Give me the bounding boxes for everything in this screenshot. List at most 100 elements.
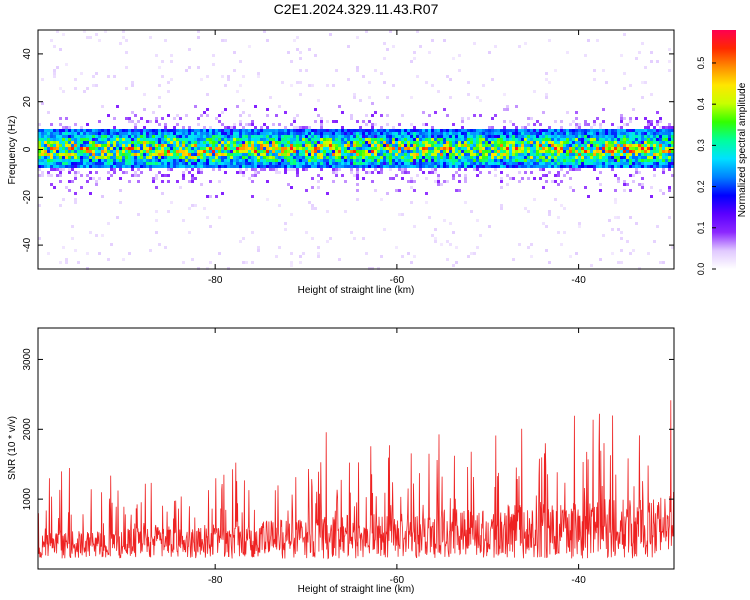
- heat-cell: [230, 162, 233, 165]
- heat-cell: [623, 123, 626, 126]
- heat-cell: [245, 138, 248, 141]
- heat-cell: [332, 141, 335, 144]
- heat-cell: [188, 231, 191, 234]
- heat-cell: [383, 153, 386, 156]
- heat-cell: [380, 255, 383, 258]
- heat-cell: [164, 162, 167, 165]
- heat-cell: [380, 132, 383, 135]
- heat-cell: [92, 129, 95, 132]
- heat-cell: [287, 138, 290, 141]
- heat-cell: [566, 156, 569, 159]
- heat-cell: [38, 123, 41, 126]
- heat-cell: [293, 150, 296, 153]
- heat-cell: [449, 165, 452, 168]
- heat-cell: [281, 159, 284, 162]
- heat-cell: [404, 144, 407, 147]
- heat-cell: [548, 150, 551, 153]
- heat-cell: [557, 171, 560, 174]
- heat-cell: [509, 147, 512, 150]
- heat-cell: [248, 177, 251, 180]
- heat-cell: [197, 159, 200, 162]
- heat-cell: [431, 165, 434, 168]
- heat-cell: [476, 156, 479, 159]
- heat-cell: [461, 132, 464, 135]
- heat-cell: [470, 150, 473, 153]
- heat-cell: [383, 81, 386, 84]
- heat-cell: [326, 159, 329, 162]
- heat-cell: [221, 75, 224, 78]
- heat-cell: [476, 135, 479, 138]
- heat-cell: [212, 132, 215, 135]
- heat-cell: [386, 165, 389, 168]
- heat-cell: [410, 150, 413, 153]
- heat-cell: [41, 147, 44, 150]
- heat-cell: [428, 165, 431, 168]
- heat-cell: [131, 162, 134, 165]
- heat-cell: [89, 150, 92, 153]
- heat-cell: [377, 159, 380, 162]
- heat-cell: [299, 69, 302, 72]
- heat-cell: [542, 129, 545, 132]
- heat-cell: [164, 150, 167, 153]
- heat-cell: [386, 192, 389, 195]
- heat-cell: [41, 144, 44, 147]
- heat-cell: [524, 171, 527, 174]
- heat-cell: [431, 132, 434, 135]
- heat-cell: [560, 156, 563, 159]
- heat-cell: [605, 147, 608, 150]
- heat-cell: [350, 117, 353, 120]
- heat-cell: [437, 129, 440, 132]
- heat-cell: [464, 156, 467, 159]
- heat-cell: [524, 207, 527, 210]
- heat-cell: [542, 156, 545, 159]
- heat-cell: [107, 150, 110, 153]
- heat-cell: [155, 120, 158, 123]
- heat-cell: [296, 150, 299, 153]
- heat-cell: [44, 141, 47, 144]
- heat-cell: [443, 219, 446, 222]
- heat-cell: [197, 30, 200, 33]
- heat-cell: [449, 159, 452, 162]
- heat-cell: [341, 129, 344, 132]
- heat-cell: [89, 36, 92, 39]
- heat-cell: [566, 147, 569, 150]
- heat-cell: [383, 159, 386, 162]
- heat-cell: [56, 147, 59, 150]
- heat-cell: [59, 165, 62, 168]
- heat-cell: [107, 135, 110, 138]
- heat-cell: [296, 141, 299, 144]
- heat-cell: [431, 129, 434, 132]
- heat-cell: [107, 129, 110, 132]
- heat-cell: [95, 156, 98, 159]
- heat-cell: [545, 132, 548, 135]
- heat-cell: [242, 141, 245, 144]
- heat-cell: [239, 156, 242, 159]
- heat-cell: [158, 147, 161, 150]
- heat-cell: [302, 135, 305, 138]
- heat-cell: [530, 162, 533, 165]
- heat-cell: [506, 108, 509, 111]
- heat-cell: [494, 144, 497, 147]
- heat-cell: [620, 141, 623, 144]
- heat-cell: [80, 159, 83, 162]
- heat-cell: [650, 156, 653, 159]
- heat-cell: [398, 156, 401, 159]
- heat-cell: [629, 144, 632, 147]
- heat-cell: [548, 165, 551, 168]
- heat-cell: [221, 159, 224, 162]
- heat-cell: [374, 168, 377, 171]
- heat-cell: [302, 144, 305, 147]
- heat-cell: [329, 159, 332, 162]
- heat-cell: [212, 135, 215, 138]
- heat-cell: [203, 126, 206, 129]
- heat-cell: [638, 156, 641, 159]
- heat-cell: [566, 141, 569, 144]
- heat-cell: [557, 150, 560, 153]
- heat-cell: [377, 153, 380, 156]
- heat-cell: [425, 159, 428, 162]
- heat-cell: [476, 141, 479, 144]
- heat-cell: [611, 153, 614, 156]
- heat-cell: [434, 240, 437, 243]
- heat-cell: [530, 129, 533, 132]
- heat-cell: [77, 135, 80, 138]
